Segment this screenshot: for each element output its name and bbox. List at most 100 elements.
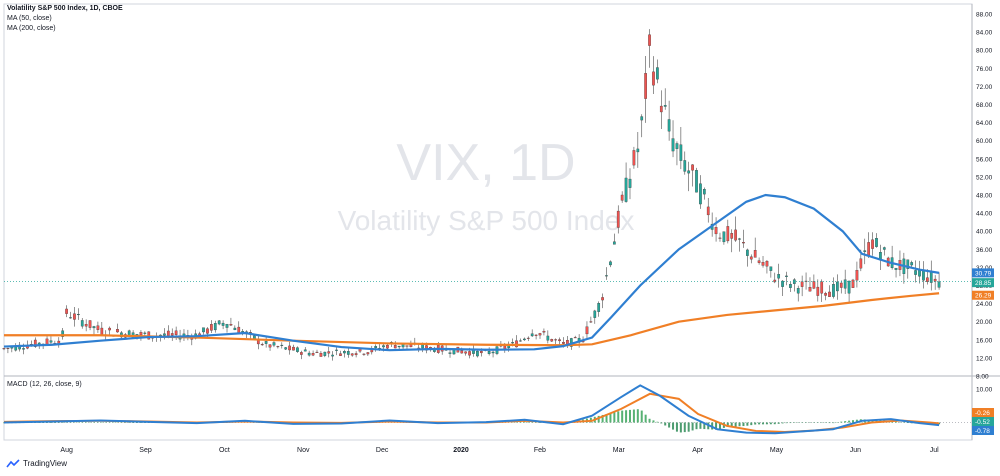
- macd-histogram-bar: [785, 422, 788, 424]
- macd-histogram-bar: [703, 422, 706, 430]
- macd-histogram-bar: [601, 414, 604, 423]
- candle-body: [839, 282, 843, 288]
- candle-body: [311, 353, 315, 356]
- macd-histogram-bar: [679, 422, 682, 433]
- candle-body: [288, 345, 291, 351]
- macd-histogram-bar: [660, 422, 663, 424]
- candle-body: [80, 320, 84, 327]
- macd-histogram-bar: [699, 422, 702, 429]
- candle-body: [836, 281, 839, 292]
- price-tick-label: 48.00: [976, 193, 993, 200]
- macd-histogram-bar: [906, 422, 909, 424]
- candle-body: [233, 327, 237, 331]
- candle-body: [96, 325, 100, 330]
- candle-body: [910, 262, 914, 266]
- candle-body: [691, 164, 694, 171]
- candle-body: [225, 324, 229, 328]
- candle-body: [425, 345, 428, 351]
- macd-label-box: [972, 417, 994, 426]
- macd-histogram-bar: [597, 415, 600, 423]
- candle-body: [695, 170, 698, 193]
- macd-histogram-bar: [895, 421, 898, 423]
- macd-histogram-bar: [789, 422, 792, 424]
- candle-body: [644, 73, 647, 99]
- candle-body: [734, 229, 737, 241]
- candle-body: [519, 340, 522, 342]
- candle-body: [319, 352, 323, 357]
- macd-histogram-bar: [644, 414, 647, 423]
- price-tick-label: 76.00: [976, 66, 993, 73]
- price-tick-label: 36.00: [976, 247, 993, 254]
- candle-body: [350, 353, 354, 356]
- candle-body: [523, 338, 526, 341]
- macd-histogram-bar: [777, 422, 780, 424]
- candle-body: [882, 247, 886, 250]
- candle-body: [675, 143, 679, 149]
- candle-body: [601, 297, 604, 301]
- price-tick-label: 80.00: [976, 48, 993, 55]
- macd-histogram-bar: [687, 422, 690, 432]
- candle-body: [464, 351, 468, 354]
- macd-legend[interactable]: MACD (12, 26, close, 9): [7, 381, 82, 388]
- candle-body: [667, 119, 671, 132]
- macd-histogram-bar: [718, 422, 721, 430]
- candle-body: [538, 333, 542, 336]
- footer-brand[interactable]: TradingView: [6, 459, 67, 468]
- ma200-legend[interactable]: MA (200, close): [7, 25, 56, 32]
- candle-body: [421, 344, 424, 349]
- candle-body: [777, 274, 781, 279]
- candle-body: [280, 344, 284, 346]
- candle-body: [679, 144, 683, 161]
- x-tick-label: May: [770, 447, 784, 454]
- candle-body: [393, 345, 397, 349]
- candle-body: [863, 250, 867, 253]
- candle-body: [460, 350, 464, 354]
- macd-line: [3, 384, 940, 435]
- candle-body: [851, 279, 855, 288]
- macd-label-text: -0.26: [975, 410, 990, 417]
- x-tick-label: Oct: [219, 447, 230, 454]
- x-tick-label: Nov: [297, 447, 310, 454]
- candle-body: [476, 350, 479, 357]
- x-tick-label: Mar: [613, 447, 626, 454]
- candle-body: [76, 313, 80, 316]
- candle-body: [73, 313, 76, 320]
- candle-body: [249, 331, 252, 333]
- candle-body: [648, 34, 651, 46]
- candle-body: [45, 338, 49, 345]
- candle-body: [170, 333, 174, 336]
- x-tick-label: Apr: [692, 447, 704, 454]
- price-tick-label: 52.00: [976, 174, 993, 181]
- macd-histogram-bar: [773, 422, 776, 425]
- candle-body: [820, 281, 824, 294]
- candle-body: [491, 351, 495, 354]
- candle-body: [585, 326, 589, 335]
- ma50-legend[interactable]: MA (50, close): [7, 15, 52, 22]
- candle-body: [558, 339, 561, 342]
- candle-body: [33, 339, 37, 347]
- candle-body: [116, 329, 119, 333]
- macd-histogram-bar: [746, 422, 749, 426]
- x-tick-label: Sep: [139, 447, 152, 454]
- candle-body: [202, 327, 205, 333]
- candle-body: [272, 342, 276, 346]
- candle-body: [88, 320, 92, 328]
- macd-histogram-bar: [695, 422, 698, 430]
- candle-body: [448, 352, 452, 354]
- macd-histogram-bar: [621, 410, 624, 423]
- price-tick-label: 56.00: [976, 156, 993, 163]
- candle-body: [108, 327, 111, 331]
- candle-body: [593, 310, 597, 318]
- macd-histogram-bar: [523, 421, 526, 423]
- candle-body: [65, 308, 68, 314]
- candle-body: [284, 347, 288, 350]
- price-tick-label: 88.00: [976, 12, 993, 19]
- macd-histogram-bar: [734, 422, 737, 427]
- macd-tick-label: 10.00: [976, 386, 993, 393]
- candle-body: [139, 332, 143, 336]
- candle-body: [847, 280, 851, 294]
- candle-body: [503, 345, 507, 349]
- candle-body: [628, 178, 632, 188]
